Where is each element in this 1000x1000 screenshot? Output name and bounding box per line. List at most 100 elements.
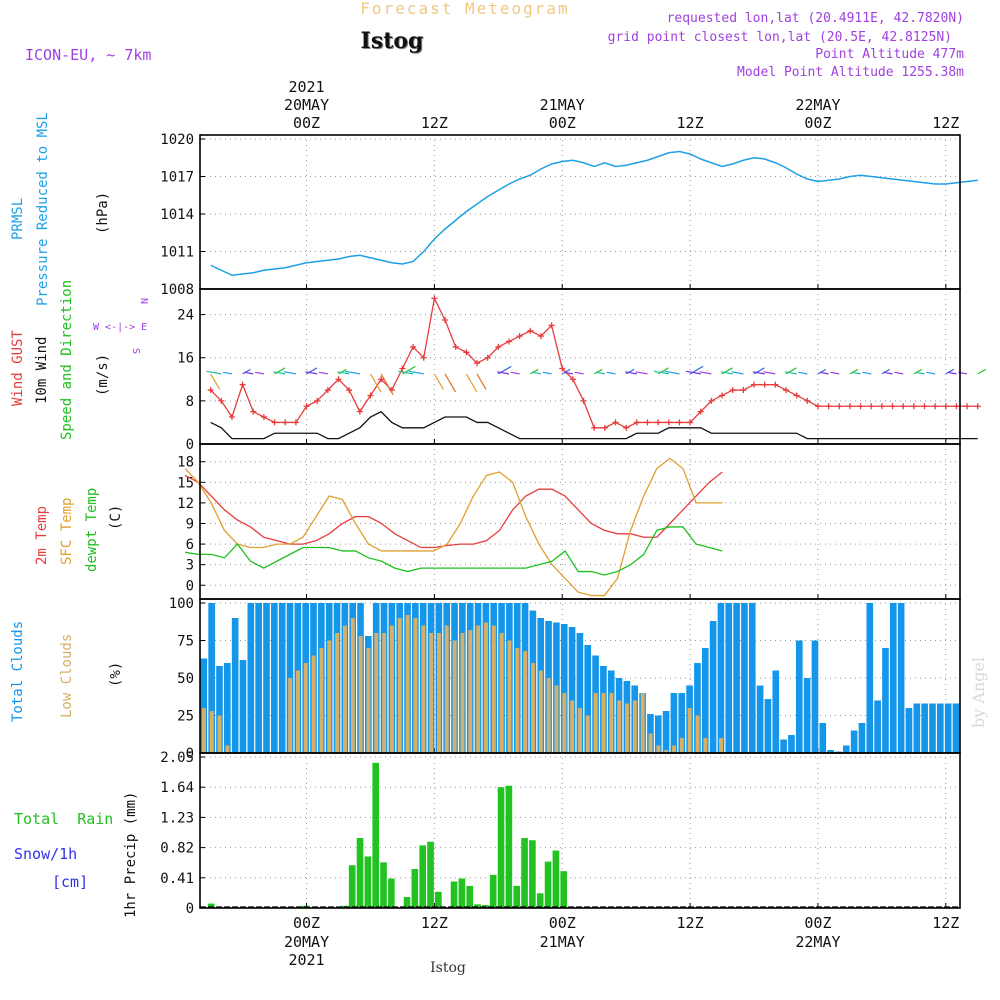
wind-direction-arrow [488, 374, 497, 390]
bottom-tick-label: 12Z [677, 914, 704, 932]
gust-marker [697, 408, 704, 415]
bottom-tick-label: 00Z [804, 914, 831, 932]
gust-marker [729, 387, 736, 394]
low-cloud-bar [413, 618, 418, 753]
wind-direction-arrow [222, 371, 233, 375]
bottom-tick-label: 00Z [549, 914, 576, 932]
wind-direction-arrow [338, 368, 347, 375]
gust-marker [271, 419, 278, 426]
low-cloud-bar [695, 715, 700, 753]
low-cloud-bar [491, 625, 496, 753]
wind-direction-arrow [862, 371, 872, 375]
low-cloud-bar [374, 633, 379, 753]
wind-direction-arrow [380, 373, 394, 395]
low-cloud-bar [570, 700, 575, 753]
low-cloud-bar [531, 663, 535, 753]
wind-direction-arrow [881, 368, 890, 375]
panel-frame [199, 288, 961, 445]
bottom-tick-label: 12Z [421, 914, 448, 932]
gust-marker [857, 403, 864, 410]
low-cloud-bar [625, 703, 629, 753]
wind-direction-arrow [830, 371, 840, 375]
gust-marker [218, 397, 225, 404]
y-tick-label: 0 [186, 437, 194, 453]
top-year-label: 2021 [288, 78, 324, 96]
gust-marker [346, 387, 353, 394]
gust-marker [431, 295, 438, 302]
total-cloud-bar [756, 685, 764, 753]
gust-marker [868, 403, 875, 410]
total-cloud-bar [733, 603, 740, 753]
total-cloud-bar [560, 624, 568, 753]
gust-marker [964, 403, 971, 410]
rain-bar [372, 762, 380, 908]
wind-direction-arrow [752, 371, 765, 375]
gust-marker [356, 408, 363, 415]
low-cloud-bar [311, 655, 316, 753]
gust-marker [900, 403, 907, 410]
gust-marker [612, 419, 619, 426]
gust-marker [569, 376, 576, 383]
total-cloud-bar [772, 670, 780, 753]
low-cloud-bar [217, 715, 222, 753]
bottom-date-label: 22MAY [795, 933, 840, 951]
wind-gust-label: Wind GUST [10, 330, 26, 406]
rain-bar [552, 850, 560, 908]
wind-direction-arrow [529, 368, 539, 375]
y-tick-label: 9 [186, 517, 194, 533]
gust-marker [367, 392, 374, 399]
low-cloud-bar [405, 615, 410, 753]
low-cloud-bar [335, 633, 340, 753]
top-tick-label: 00Z [293, 114, 320, 132]
wind-direction-arrow [699, 371, 712, 375]
rain-bar [450, 881, 458, 908]
total-cloud-bar [827, 750, 834, 753]
y-tick-label: 1017 [160, 170, 194, 186]
wind-direction-arrow [819, 371, 829, 375]
top-tick-label: 12Z [932, 114, 959, 132]
gust-marker [527, 327, 534, 334]
low-cloud-bar [640, 693, 645, 753]
wind-direction-arrow [497, 371, 510, 375]
low-cloud-bar [225, 745, 230, 753]
pressure-label-2: Pressure Reduced to MSL [35, 112, 51, 306]
chart-title: Forecast Meteogram [360, 0, 569, 18]
wind-direction-arrow [915, 371, 925, 375]
gust-marker [292, 419, 299, 426]
gust-marker [687, 419, 694, 426]
wind-direction-arrow [653, 370, 669, 375]
bottom-year-label: 2021 [288, 951, 324, 969]
low-cloud-bar [437, 633, 441, 753]
y-tick-label: 6 [186, 537, 194, 553]
low-cloud-bar [687, 708, 692, 753]
gust-marker [665, 419, 672, 426]
gust-marker [410, 343, 417, 350]
rain-bar [411, 868, 419, 908]
grid-point-coords: grid point closest lon,lat (20.5E, 42.81… [608, 30, 952, 45]
total-cloud-bar [271, 603, 278, 753]
side-labels: PRMSL Pressure Reduced to MSL (hPa) Wind… [10, 112, 149, 918]
gust-marker [719, 392, 726, 399]
top-tick-label: 00Z [804, 114, 831, 132]
clouds-unit: (%) [108, 662, 124, 687]
wind-direction-arrow [408, 370, 424, 375]
wind-direction-arrow [244, 371, 254, 375]
rain-label: Total Rain [14, 810, 113, 828]
gust-marker [250, 408, 257, 415]
wind-unit: (m/s) [95, 354, 111, 396]
rain-bar [513, 885, 521, 908]
low-cloud-bar [679, 738, 684, 753]
dewpoint-line [184, 526, 723, 576]
wind-direction-arrow [926, 371, 936, 375]
low-cloud-bar [523, 651, 528, 753]
wind-direction-arrow [254, 371, 265, 375]
total-cloud-bar [905, 708, 913, 753]
total-cloud-bar [842, 745, 850, 753]
rain-bar [348, 865, 356, 908]
low-cloud-bar [382, 633, 387, 753]
low-cloud-bar [703, 738, 708, 753]
gust-marker [921, 403, 928, 410]
low-cloud-bar [562, 693, 567, 753]
wind-direction-arrow [624, 371, 637, 375]
low-cloud-bar [515, 648, 520, 753]
